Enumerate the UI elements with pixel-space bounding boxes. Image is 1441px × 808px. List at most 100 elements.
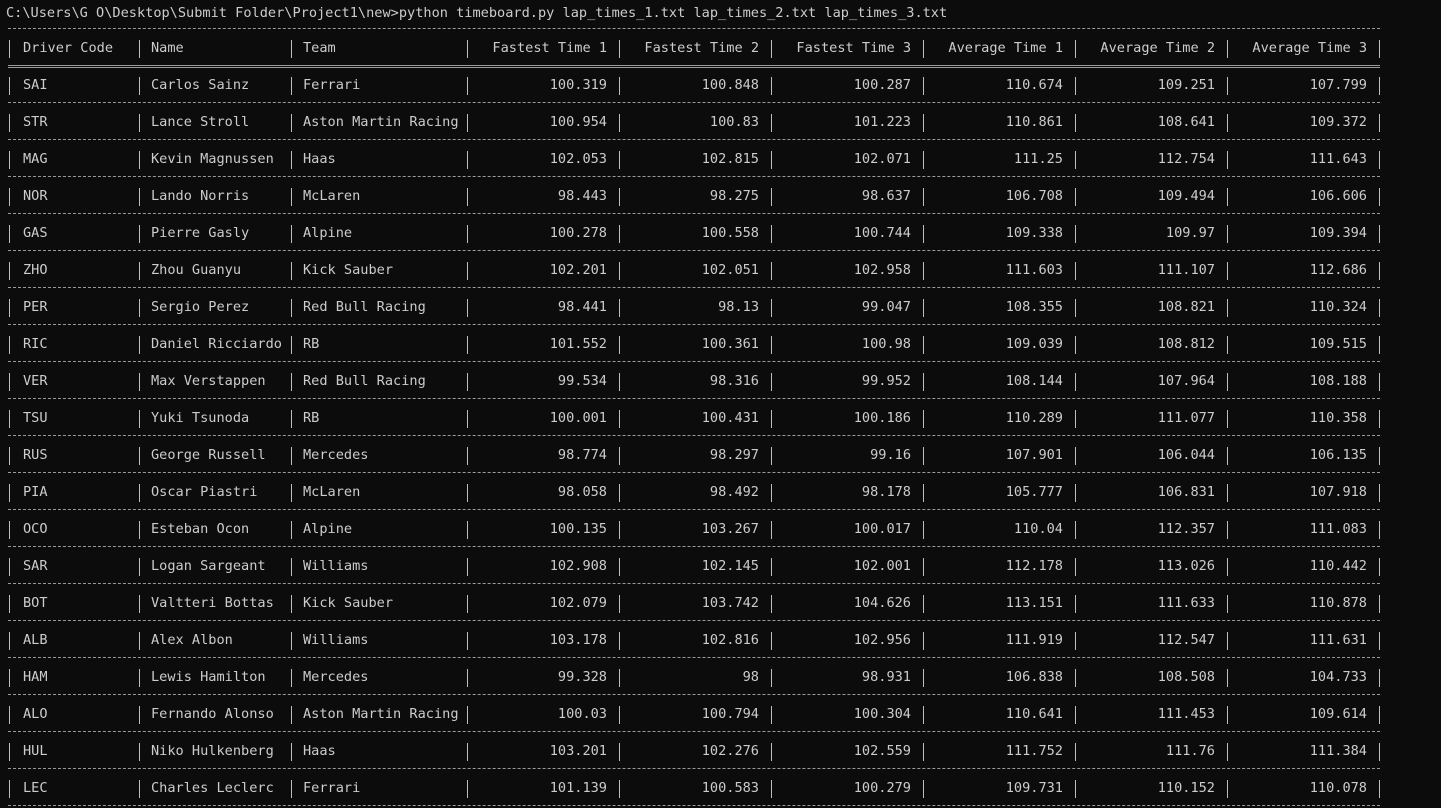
table-row: VER Max Verstappen Red Bull Racing 99.534 98… — [0, 364, 1441, 398]
column-divider — [619, 706, 620, 724]
column-divider — [9, 151, 10, 169]
cell-average-time-3: 112.686 — [1309, 262, 1367, 278]
column-divider — [139, 558, 140, 576]
header-average-time-2: Average Time 2 — [1100, 40, 1215, 56]
column-divider — [1227, 447, 1228, 465]
cell-fastest-time-2: 102.816 — [701, 632, 759, 648]
column-divider — [139, 40, 140, 58]
column-divider — [1227, 40, 1228, 58]
cell-fastest-time-3: 98.931 — [861, 669, 911, 685]
cell-average-time-3: 107.918 — [1309, 484, 1367, 500]
column-divider — [291, 373, 292, 391]
cell-fastest-time-2: 100.83 — [709, 114, 759, 130]
column-divider — [619, 410, 620, 428]
column-divider — [1075, 336, 1076, 354]
column-divider — [1075, 743, 1076, 761]
column-divider — [9, 595, 10, 613]
column-divider — [923, 299, 924, 317]
column-divider — [291, 40, 292, 58]
column-divider — [771, 151, 772, 169]
row-separator — [8, 509, 1380, 512]
cell-fastest-time-1: 100.278 — [549, 225, 607, 241]
column-divider — [467, 669, 468, 687]
cell-fastest-time-3: 99.952 — [861, 373, 911, 389]
cell-name: Lando Norris — [151, 188, 250, 204]
column-divider — [1379, 669, 1380, 687]
cell-team: Mercedes — [303, 447, 369, 463]
cell-average-time-2: 111.76 — [1165, 743, 1215, 759]
cell-average-time-3: 106.606 — [1309, 188, 1367, 204]
cell-average-time-2: 108.508 — [1157, 669, 1215, 685]
row-separator — [8, 250, 1380, 253]
column-divider — [619, 780, 620, 798]
column-divider — [1227, 336, 1228, 354]
cell-team: Williams — [303, 632, 369, 648]
cell-average-time-3: 107.799 — [1309, 77, 1367, 93]
column-divider — [1075, 447, 1076, 465]
column-divider — [619, 336, 620, 354]
table-row: RIC Daniel Ricciardo RB 101.552 100.361 100.9… — [0, 327, 1441, 361]
cell-fastest-time-3: 102.071 — [853, 151, 911, 167]
column-divider — [291, 77, 292, 95]
cell-fastest-time-1: 98.774 — [557, 447, 607, 463]
row-separator — [8, 435, 1380, 438]
cell-team: Red Bull Racing — [303, 373, 426, 389]
column-divider — [9, 669, 10, 687]
cell-average-time-1: 107.901 — [1005, 447, 1063, 463]
column-divider — [923, 632, 924, 650]
column-divider — [1075, 299, 1076, 317]
column-divider — [923, 410, 924, 428]
cell-name: Alex Albon — [151, 632, 233, 648]
column-divider — [1379, 40, 1380, 58]
cell-driver-code: GAS — [23, 225, 48, 241]
row-separator — [8, 324, 1380, 327]
cell-average-time-1: 111.603 — [1005, 262, 1063, 278]
cell-fastest-time-3: 101.223 — [853, 114, 911, 130]
table-row: MAG Kevin Magnussen Haas 102.053 102.815 102.… — [0, 142, 1441, 176]
cell-average-time-2: 112.754 — [1157, 151, 1215, 167]
column-divider — [771, 743, 772, 761]
cell-fastest-time-3: 102.956 — [853, 632, 911, 648]
cell-fastest-time-2: 100.558 — [701, 225, 759, 241]
header-separator — [8, 65, 1380, 68]
column-divider — [1379, 188, 1380, 206]
column-divider — [923, 743, 924, 761]
column-divider — [1379, 447, 1380, 465]
column-divider — [291, 706, 292, 724]
cell-average-time-3: 104.733 — [1309, 669, 1367, 685]
cell-fastest-time-3: 98.178 — [861, 484, 911, 500]
cell-fastest-time-2: 102.815 — [701, 151, 759, 167]
column-divider — [1075, 188, 1076, 206]
cell-team: Alpine — [303, 225, 353, 241]
column-divider — [1379, 521, 1380, 539]
cell-average-time-3: 111.643 — [1309, 151, 1367, 167]
row-separator — [8, 620, 1380, 623]
column-divider — [1227, 743, 1228, 761]
column-divider — [467, 447, 468, 465]
header-average-time-3: Average Time 3 — [1252, 40, 1367, 56]
cell-average-time-3: 110.358 — [1309, 410, 1367, 426]
header-name: Name — [151, 40, 184, 56]
cell-average-time-2: 110.152 — [1157, 780, 1215, 796]
cell-team: Kick Sauber — [303, 262, 394, 278]
column-divider — [1227, 595, 1228, 613]
column-divider — [467, 632, 468, 650]
column-divider — [771, 558, 772, 576]
cell-fastest-time-2: 100.431 — [701, 410, 759, 426]
cell-average-time-2: 111.077 — [1157, 410, 1215, 426]
column-divider — [139, 484, 140, 502]
column-divider — [1227, 521, 1228, 539]
column-divider — [467, 299, 468, 317]
row-separator — [8, 102, 1380, 105]
column-divider — [139, 373, 140, 391]
cell-team: Kick Sauber — [303, 595, 394, 611]
column-divider — [467, 410, 468, 428]
column-divider — [467, 262, 468, 280]
column-divider — [771, 669, 772, 687]
column-divider — [291, 410, 292, 428]
cell-driver-code: STR — [23, 114, 48, 130]
cell-team: Aston Martin Racing — [303, 114, 459, 130]
column-divider — [1227, 188, 1228, 206]
cell-name: Niko Hulkenberg — [151, 743, 274, 759]
